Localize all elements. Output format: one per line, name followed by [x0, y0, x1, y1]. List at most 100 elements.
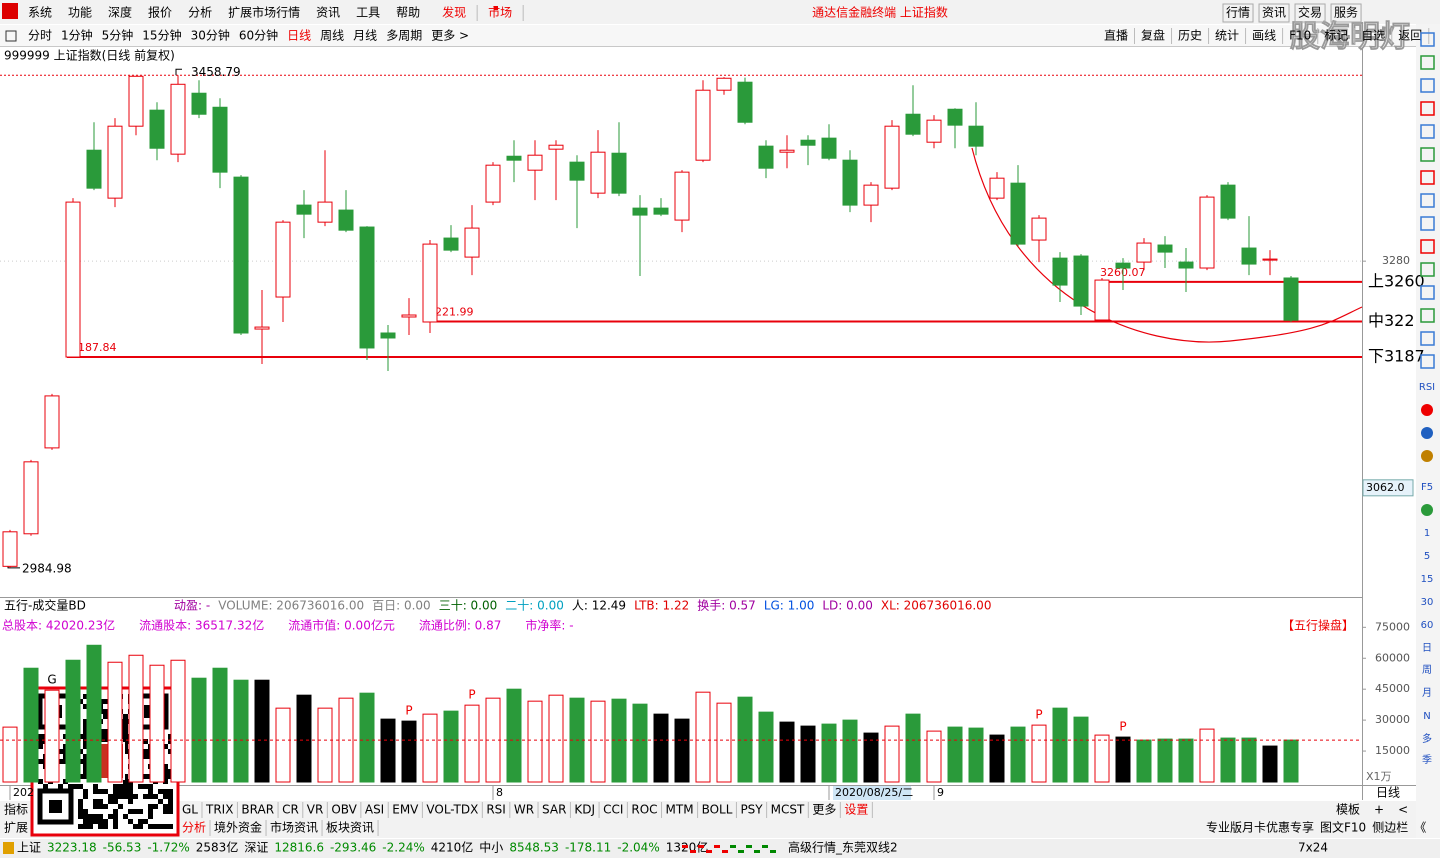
menu-item[interactable]: VR: [307, 803, 324, 817]
sidebar-icon[interactable]: [1420, 216, 1435, 231]
menu-item[interactable]: <: [1398, 803, 1408, 817]
sidebar-icon[interactable]: [1421, 450, 1433, 462]
menu-item[interactable]: BOLL: [702, 803, 733, 817]
menu-item[interactable]: MCST: [771, 803, 805, 817]
menu-item[interactable]: 历史: [1178, 29, 1202, 43]
menu-item[interactable]: 标记: [1324, 29, 1348, 43]
menu-item[interactable]: 深度: [108, 5, 132, 20]
menu-item[interactable]: ASI: [365, 803, 384, 817]
sidebar-icon[interactable]: [1420, 239, 1435, 254]
menu-item[interactable]: 侧边栏: [1372, 820, 1408, 835]
sidebar-icon[interactable]: [1420, 354, 1435, 369]
menu-item[interactable]: 日线: [287, 29, 311, 43]
sidebar-icon[interactable]: [1420, 285, 1435, 300]
sidebar-label[interactable]: 30: [1421, 597, 1434, 608]
sidebar-label[interactable]: 月: [1422, 687, 1432, 699]
menu-item[interactable]: 返回: [1398, 29, 1422, 43]
sidebar-icon[interactable]: [1420, 124, 1435, 139]
menu-item[interactable]: 周线: [320, 29, 344, 43]
menu-item[interactable]: 板块资讯: [326, 821, 374, 835]
menu-item[interactable]: TRIX: [205, 803, 233, 817]
sidebar-icon[interactable]: [1420, 331, 1435, 346]
menu-item[interactable]: 图文F10: [1320, 820, 1366, 835]
sidebar-label[interactable]: 15: [1421, 574, 1434, 585]
menu-item[interactable]: 复盘: [1141, 28, 1165, 43]
menu-item[interactable]: F10: [1289, 29, 1311, 43]
sidebar-label[interactable]: 季: [1422, 754, 1432, 766]
menu-item[interactable]: 资讯: [316, 6, 340, 20]
menu-item[interactable]: SAR: [542, 803, 566, 817]
menu-item[interactable]: 市场资讯: [270, 820, 318, 835]
menu-item[interactable]: 帮助: [396, 6, 420, 20]
menu-item[interactable]: GL: [182, 803, 198, 817]
window-title: 通达信金融终端 上证指数: [812, 5, 948, 20]
sidebar-icon[interactable]: [1420, 308, 1435, 323]
menu-item[interactable]: PSY: [740, 803, 763, 817]
menu-item[interactable]: EMV: [392, 803, 419, 817]
sidebar-icon[interactable]: [1420, 101, 1435, 116]
menu-item[interactable]: OBV: [331, 803, 357, 817]
sidebar-icon[interactable]: [1420, 193, 1435, 208]
menu-item[interactable]: 服务: [1334, 5, 1358, 20]
menu-item[interactable]: 模板: [1336, 803, 1360, 817]
menu-item[interactable]: 多周期: [386, 29, 422, 43]
sidebar-icon[interactable]: [1421, 427, 1433, 439]
menu-item[interactable]: ROC: [631, 803, 657, 817]
menu-item[interactable]: MTM: [666, 803, 694, 817]
sidebar-icon[interactable]: [1420, 32, 1435, 47]
menu-item[interactable]: CR: [282, 803, 299, 817]
sidebar-label[interactable]: 日: [1422, 643, 1432, 654]
menu-item[interactable]: VOL-TDX: [426, 803, 478, 817]
menu-item[interactable]: 专业版月卡优惠专享: [1206, 820, 1314, 835]
menu-item[interactable]: KDJ: [574, 803, 595, 817]
sidebar-label[interactable]: N: [1423, 711, 1430, 722]
menu-item[interactable]: 15分钟: [142, 28, 181, 43]
menu-item[interactable]: 交易: [1298, 5, 1322, 20]
sidebar-icon[interactable]: [1421, 404, 1433, 416]
menu-item[interactable]: CCI: [603, 803, 623, 817]
sidebar-label[interactable]: 周: [1422, 664, 1432, 676]
menu-item[interactable]: 统计: [1215, 29, 1239, 43]
menu-item[interactable]: 分析: [188, 6, 212, 20]
sidebar-icon[interactable]: [1420, 78, 1435, 93]
menu-item[interactable]: 工具: [356, 6, 380, 20]
sidebar-label[interactable]: RSI: [1419, 382, 1435, 393]
menu-item[interactable]: 30分钟: [191, 28, 230, 43]
menu-item[interactable]: +: [1374, 803, 1384, 817]
sidebar-label[interactable]: F5: [1421, 482, 1433, 493]
menu-item[interactable]: 资讯: [1262, 6, 1286, 20]
menu-item[interactable]: 更多: [812, 803, 836, 817]
menu-item[interactable]: 月线: [353, 29, 377, 43]
menu-item[interactable]: 更多 >: [431, 29, 469, 43]
menu-item[interactable]: 扩展市场行情: [228, 5, 300, 20]
menu-item[interactable]: RSI: [486, 803, 506, 817]
menu-item[interactable]: 报价: [148, 5, 172, 20]
sidebar-icon[interactable]: [1420, 147, 1435, 162]
menu-item[interactable]: 境外资金: [214, 820, 262, 835]
sidebar-icon[interactable]: [1420, 170, 1435, 185]
menu-item[interactable]: 1分钟: [61, 28, 93, 43]
menu-item[interactable]: 5分钟: [102, 28, 134, 43]
menu-item[interactable]: 直播: [1104, 29, 1128, 43]
menu-item[interactable]: 《: [1414, 821, 1426, 835]
menu-item[interactable]: 市场: [488, 5, 512, 20]
menu-item[interactable]: WR: [514, 803, 534, 817]
menu-item[interactable]: 分时: [28, 29, 52, 43]
menu-item[interactable]: BRAR: [241, 803, 274, 817]
menu-item[interactable]: 设置: [844, 803, 868, 817]
sidebar-icon[interactable]: [1420, 55, 1435, 70]
sidebar-label[interactable]: 5: [1424, 551, 1430, 562]
sidebar-icon[interactable]: [1421, 504, 1433, 516]
menu-item[interactable]: 60分钟: [239, 28, 278, 43]
menu-item[interactable]: 分析: [182, 821, 206, 835]
menu-item[interactable]: 行情: [1226, 6, 1250, 20]
sidebar-label[interactable]: 60: [1421, 620, 1434, 631]
sidebar-label[interactable]: 多: [1422, 732, 1432, 745]
menu-item[interactable]: 画线: [1252, 29, 1276, 43]
menu-item[interactable]: 自选: [1361, 29, 1385, 43]
sidebar-icon[interactable]: [1420, 262, 1435, 277]
sidebar-label[interactable]: 1: [1424, 528, 1430, 539]
menu-item[interactable]: 发现: [442, 5, 466, 20]
menu-item[interactable]: 系统: [28, 6, 52, 20]
menu-item[interactable]: 功能: [68, 6, 92, 20]
